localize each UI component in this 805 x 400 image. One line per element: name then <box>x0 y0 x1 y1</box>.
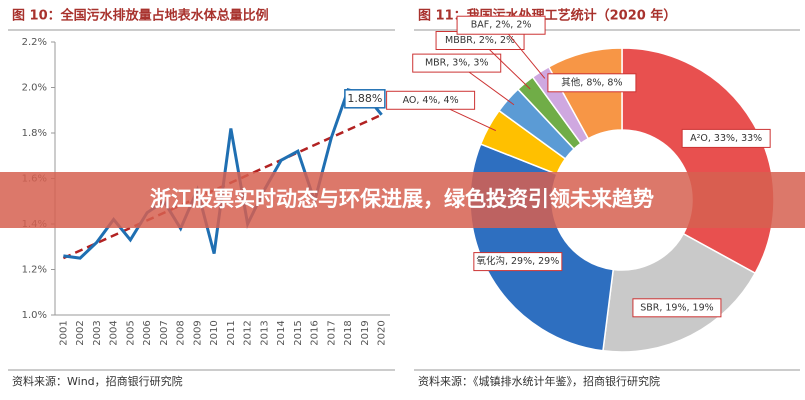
x-tick-label: 2019 <box>360 320 371 345</box>
x-tick-label: 2001 <box>58 320 69 345</box>
x-tick-label: 2020 <box>377 320 388 345</box>
x-tick-label: 2005 <box>125 320 136 345</box>
annotation-box <box>344 89 386 109</box>
chart-title: 图 10：全国污水排放量占地表水体总量比例 <box>12 8 269 24</box>
x-tick-label: 2018 <box>343 320 354 345</box>
slice-label: BAF, 2%, 2% <box>471 20 532 31</box>
label-box <box>412 53 502 73</box>
y-tick-label: 1.8% <box>22 128 47 139</box>
x-tick-label: 2016 <box>310 320 321 345</box>
x-tick-label: 2012 <box>243 320 254 345</box>
x-tick-label: 2007 <box>159 320 170 345</box>
label-box <box>386 90 476 110</box>
pie-slice <box>602 232 757 353</box>
x-tick-label: 2006 <box>142 320 153 345</box>
x-tick-label: 2014 <box>276 320 287 345</box>
pie-slice <box>547 47 623 140</box>
x-tick-label: 2002 <box>75 320 86 345</box>
label-box <box>456 15 546 35</box>
x-tick-label: 2003 <box>92 320 103 345</box>
y-tick-label: 2.2% <box>22 37 47 48</box>
x-tick-label: 2017 <box>326 320 337 345</box>
source: 资料来源：《城镇排水统计年鉴》，招商银行研究院 <box>418 374 660 388</box>
slice-label: SBR, 19%, 19% <box>640 302 713 313</box>
slice-label: 其他, 8%, 8% <box>561 76 622 88</box>
x-tick-label: 2013 <box>259 320 270 345</box>
slice-label: AO, 4%, 4% <box>403 95 459 106</box>
label-box <box>473 252 563 272</box>
slice-label: A²O, 33%, 33% <box>690 133 762 144</box>
slice-label: 氧化沟, 29%, 29% <box>476 255 559 267</box>
slice-label: MBBR, 2%, 2% <box>445 35 515 46</box>
y-tick-label: 1.2% <box>22 265 47 276</box>
pie-slice <box>621 47 775 275</box>
x-tick-label: 2010 <box>209 320 220 345</box>
y-tick-label: 1.0% <box>22 310 47 321</box>
label-box <box>681 128 771 148</box>
x-tick-label: 2004 <box>109 320 120 345</box>
source: 资料来源：Wind，招商银行研究院 <box>12 374 183 388</box>
y-tick-label: 2.0% <box>22 83 47 94</box>
slice-label: MBR, 3%, 3% <box>425 58 489 69</box>
banner-band <box>0 172 805 228</box>
x-tick-label: 2015 <box>293 320 304 345</box>
x-tick-label: 2009 <box>192 320 203 345</box>
x-tick-label: 2008 <box>176 320 187 345</box>
annotation: 1.88% <box>347 92 382 105</box>
x-tick-label: 2011 <box>226 320 237 345</box>
label-box <box>547 73 637 93</box>
banner-text: 浙江股票实时动态与环保进展，绿色投资引领未来趋势 <box>150 187 654 211</box>
label-box <box>632 298 722 318</box>
